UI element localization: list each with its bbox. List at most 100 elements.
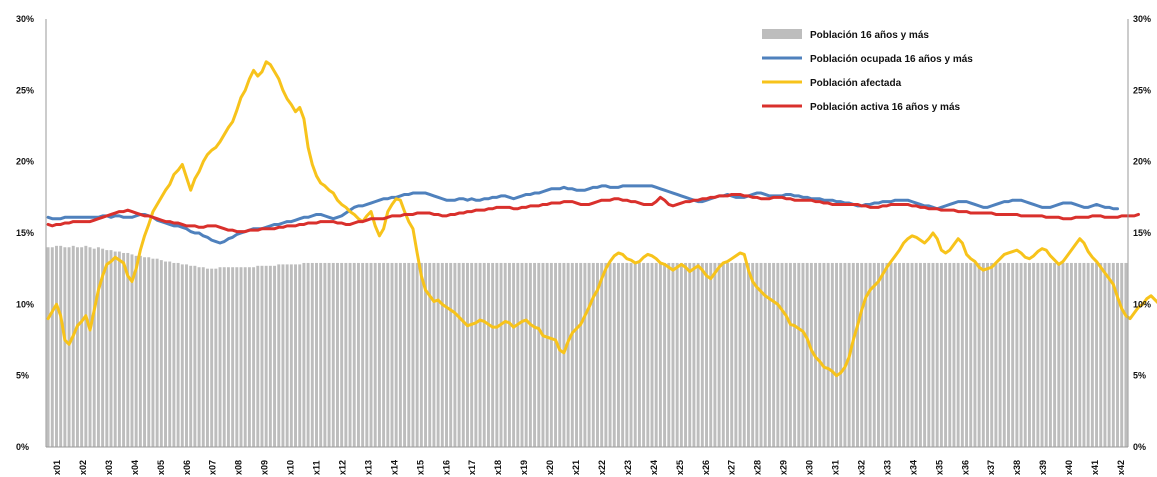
bar (75, 247, 79, 447)
x-tick-label: x15 (415, 460, 425, 475)
bar (973, 262, 977, 447)
bar (159, 260, 163, 447)
bar (277, 264, 281, 447)
bar (910, 262, 914, 447)
bar (243, 267, 247, 447)
x-tick-label: x02 (78, 460, 88, 475)
bar (591, 262, 595, 447)
x-tick-label: x26 (701, 460, 711, 475)
bar (168, 261, 172, 447)
bar (1103, 262, 1107, 447)
bar (1116, 262, 1119, 447)
bar (201, 267, 205, 447)
bar (113, 251, 117, 447)
bar (398, 262, 402, 447)
bar (956, 262, 960, 447)
bar (382, 262, 386, 447)
bar (990, 262, 994, 447)
x-tick-label: x08 (234, 460, 244, 475)
x-tick-label: x37 (986, 460, 996, 475)
bar (797, 262, 801, 447)
bar (122, 252, 126, 447)
bar (1023, 262, 1027, 447)
bar (667, 262, 671, 447)
bar (419, 262, 423, 447)
x-tick-label: x36 (960, 460, 970, 475)
bar (268, 265, 272, 447)
bar (981, 262, 985, 447)
bar (545, 262, 549, 447)
bar (830, 262, 834, 447)
bar (457, 262, 461, 447)
bar (285, 264, 289, 447)
bar (327, 262, 331, 447)
bar (491, 262, 495, 447)
bar (763, 262, 767, 447)
bar (717, 262, 721, 447)
x-tick-label: x22 (597, 460, 607, 475)
bar (80, 247, 84, 447)
x-tick-label: x33 (882, 460, 892, 475)
bar (499, 262, 503, 447)
bar (315, 262, 318, 447)
bar (432, 262, 436, 447)
bar (914, 262, 918, 447)
bar (164, 261, 167, 447)
bar (361, 262, 365, 447)
bar (1057, 262, 1061, 447)
bar (872, 262, 876, 447)
bar (1040, 262, 1044, 447)
bar (562, 262, 566, 447)
bar (352, 262, 356, 447)
bar (138, 255, 142, 447)
bar (340, 262, 344, 447)
legend-label: Población activa 16 años y más (810, 102, 961, 113)
bar (629, 262, 633, 447)
bar (650, 262, 654, 447)
bar (247, 267, 251, 447)
legend-label: Población 16 años y más (810, 30, 929, 41)
bar (310, 262, 314, 447)
bar (256, 265, 260, 447)
bar (449, 262, 453, 447)
bar (59, 245, 63, 447)
bar (84, 245, 88, 447)
bar (520, 262, 524, 447)
bar (679, 262, 683, 447)
bar (918, 262, 922, 447)
bar (885, 262, 889, 447)
bar (1107, 262, 1111, 447)
bar (537, 262, 541, 447)
bar (826, 262, 830, 447)
bar (189, 265, 193, 447)
bar (700, 262, 704, 447)
bar (851, 262, 855, 447)
bar (344, 262, 348, 447)
bar (730, 262, 734, 447)
bar (709, 262, 713, 447)
bar (692, 262, 696, 447)
bar (67, 247, 71, 447)
bar (738, 262, 742, 447)
bar (566, 262, 570, 447)
x-tick-label: x34 (908, 460, 918, 475)
bar (541, 262, 545, 447)
series-line-0 (46, 184, 1120, 245)
bar (147, 257, 151, 447)
bar (1120, 262, 1124, 447)
y-tick-label-right: 25% (1133, 85, 1151, 95)
bar (688, 262, 692, 447)
bar (436, 262, 440, 447)
y-tick-label-right: 10% (1133, 299, 1151, 309)
bar (88, 247, 92, 447)
bar (185, 264, 188, 447)
bar (1044, 262, 1048, 447)
x-tick-label: x20 (545, 460, 555, 475)
y-tick-label-left: 5% (16, 371, 29, 381)
bar (646, 262, 650, 447)
bar (549, 262, 553, 447)
bar (323, 262, 327, 447)
bar (784, 262, 788, 447)
bar (793, 262, 797, 447)
